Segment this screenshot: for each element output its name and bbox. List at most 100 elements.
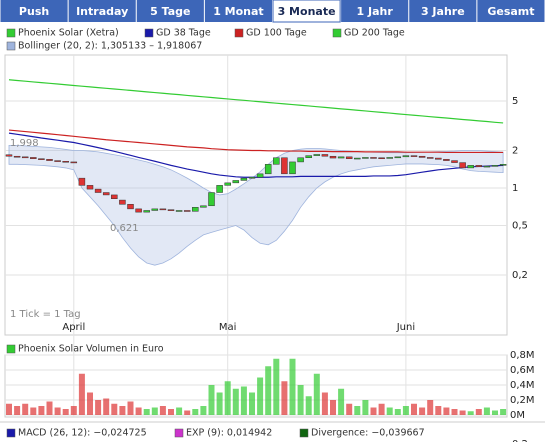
volume-bar: [249, 392, 255, 415]
candle: [111, 194, 118, 199]
candle: [208, 192, 215, 207]
candle: [143, 210, 150, 213]
candle: [86, 185, 94, 190]
tab[interactable]: [341, 0, 409, 22]
volume-bar: [200, 406, 207, 415]
tab-label[interactable]: Push: [19, 5, 49, 18]
y-tick-label: 5: [512, 96, 518, 107]
tab-label[interactable]: Intraday: [76, 5, 128, 18]
moving-average-line: [8, 129, 504, 154]
candle: [491, 165, 499, 167]
y-tick-label: 0,4M: [510, 380, 535, 391]
volume-bar: [224, 381, 231, 415]
candle: [499, 164, 507, 166]
volume-bar: [135, 407, 142, 415]
volume-bar: [305, 396, 312, 415]
tab[interactable]: [204, 0, 272, 22]
candle: [273, 157, 280, 165]
volume-bar: [103, 398, 110, 415]
candle: [386, 157, 393, 159]
volume-bar: [411, 403, 417, 415]
y-tick-label: 1: [512, 183, 518, 194]
legend-label: GD 200 Tage: [344, 28, 405, 39]
tab-label[interactable]: Gesamt: [487, 5, 534, 18]
candle: [451, 160, 458, 163]
y-tick-label: 0M: [510, 410, 525, 421]
volume-bar: [119, 406, 126, 415]
candle: [248, 177, 256, 179]
volume-bar: [38, 406, 45, 415]
tab-label[interactable]: 5 Tage: [150, 5, 190, 18]
legend-swatch: [6, 28, 16, 38]
volume-bar: [111, 403, 118, 415]
legend-swatch: [144, 28, 154, 38]
y-tick-label: 0,2: [512, 439, 528, 442]
tab-label[interactable]: 1 Monat: [213, 5, 264, 18]
candle: [78, 177, 86, 186]
volume-bar: [265, 366, 272, 415]
volume-bar: [402, 406, 409, 415]
volume-bar: [176, 407, 183, 415]
legend-label: EXP (9): 0,014942: [186, 428, 272, 439]
tab[interactable]: [136, 0, 204, 22]
volume-bar: [354, 406, 361, 415]
volume-bar: [427, 400, 434, 415]
volume-bar: [451, 409, 458, 415]
volume-bar: [127, 401, 134, 415]
legend-label: MACD (26, 12): −0,024725: [18, 428, 147, 439]
volume-bar: [443, 407, 450, 415]
candle: [94, 188, 102, 193]
y-tick-label: 0,2M: [510, 395, 535, 406]
candle: [159, 208, 167, 211]
volume-bar: [321, 392, 328, 415]
y-tick-label: 0,2: [512, 270, 528, 281]
legend-swatch: [174, 428, 184, 438]
candle: [345, 156, 353, 159]
candle: [38, 158, 45, 160]
candle: [102, 192, 110, 196]
volume-bar: [208, 385, 215, 415]
tab[interactable]: [68, 0, 136, 22]
candle: [305, 155, 312, 158]
candle: [151, 208, 159, 211]
volume-bar: [330, 400, 336, 415]
volume-bar: [459, 410, 466, 415]
volume-bar: [46, 401, 53, 415]
legend-label: Phoenix Solar (Xetra): [18, 28, 119, 39]
annotation: 1,998: [10, 138, 39, 149]
legend-swatch: [6, 344, 16, 354]
candle: [297, 157, 304, 163]
volume-bar: [168, 409, 174, 415]
candle: [443, 159, 450, 161]
candle: [459, 162, 466, 169]
candle: [30, 157, 37, 159]
volume-bar: [289, 358, 296, 415]
candle: [256, 173, 264, 178]
candle: [135, 208, 142, 213]
volume-bar: [87, 392, 93, 415]
tab[interactable]: [272, 0, 341, 23]
volume-title: Phoenix Solar Volumen in Euro: [18, 344, 164, 355]
candle: [21, 156, 29, 159]
volume-bar: [30, 407, 37, 415]
tab-label[interactable]: 1 Jahr: [357, 5, 394, 18]
candle: [175, 210, 183, 212]
volume-bar: [435, 406, 442, 415]
candle: [354, 157, 361, 160]
volume-bar: [54, 407, 61, 415]
legend-swatch: [6, 41, 16, 51]
tab-label[interactable]: 3 Monate: [278, 5, 336, 18]
volume-bar: [394, 409, 401, 415]
tab[interactable]: [0, 0, 68, 22]
volume-bar: [159, 406, 166, 415]
candle: [281, 157, 288, 175]
y-tick-label: 2: [512, 146, 518, 157]
candle: [426, 157, 434, 159]
volume-bar: [70, 406, 77, 415]
volume-bar: [78, 373, 85, 415]
tab-label[interactable]: 3 Jahre: [421, 5, 465, 18]
annotation: 1 Tick = 1 Tag: [10, 309, 81, 320]
candle: [329, 155, 337, 159]
tab[interactable]: [409, 0, 477, 22]
tab[interactable]: [477, 0, 545, 22]
